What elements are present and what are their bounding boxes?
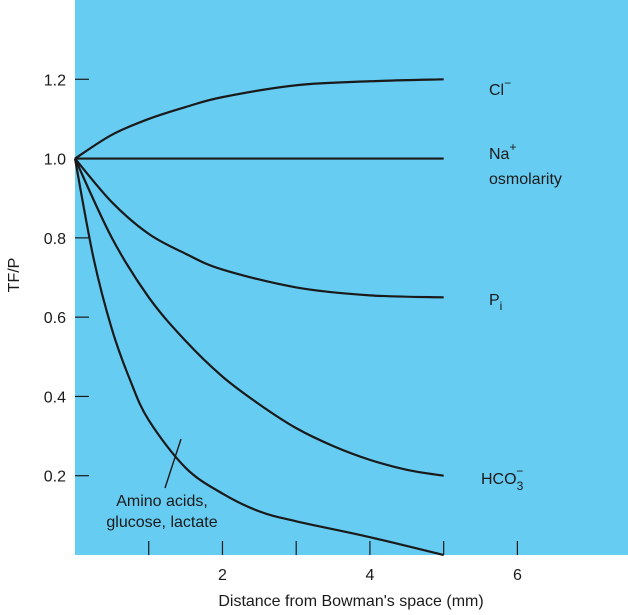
series-line-amino-acids bbox=[73, 158, 444, 557]
series-label-hco3: HCO3− bbox=[481, 464, 524, 493]
y-tick-label: 1.0 bbox=[44, 152, 66, 169]
y-axis-label: TF/P bbox=[6, 258, 23, 293]
y-tick-label: 1.2 bbox=[44, 72, 66, 89]
x-tick-label: 4 bbox=[365, 567, 374, 584]
y-tick-label: 0.6 bbox=[44, 310, 66, 327]
amino-leader-line bbox=[164, 438, 182, 489]
y-tick-label: 0.8 bbox=[44, 231, 66, 248]
x-axis-label: Distance from Bowman's space (mm) bbox=[218, 593, 483, 610]
series-label-amino-line2: glucose, lactate bbox=[106, 514, 217, 531]
series-lines bbox=[73, 78, 444, 557]
series-label-cl: Cl− bbox=[489, 76, 511, 99]
series-label-pi: Pi bbox=[489, 292, 502, 313]
series-label-amino-line1: Amino acids, bbox=[116, 493, 208, 510]
series-line-pi bbox=[74, 157, 444, 299]
x-tick-label: 6 bbox=[513, 567, 522, 584]
plot-area bbox=[75, 0, 628, 555]
series-line-cl bbox=[74, 78, 444, 160]
series-label-na: Na+ bbox=[489, 140, 516, 163]
x-tick-label: 2 bbox=[218, 567, 227, 584]
y-tick-label: 0.4 bbox=[44, 389, 66, 406]
series-label-osmolarity: osmolarity bbox=[489, 171, 562, 188]
series-line-hco3 bbox=[74, 158, 444, 477]
tick-labels: 0.2 0.4 0.6 0.8 1.0 1.2 2 4 6 bbox=[44, 72, 522, 584]
y-tick-label: 0.2 bbox=[44, 469, 66, 486]
